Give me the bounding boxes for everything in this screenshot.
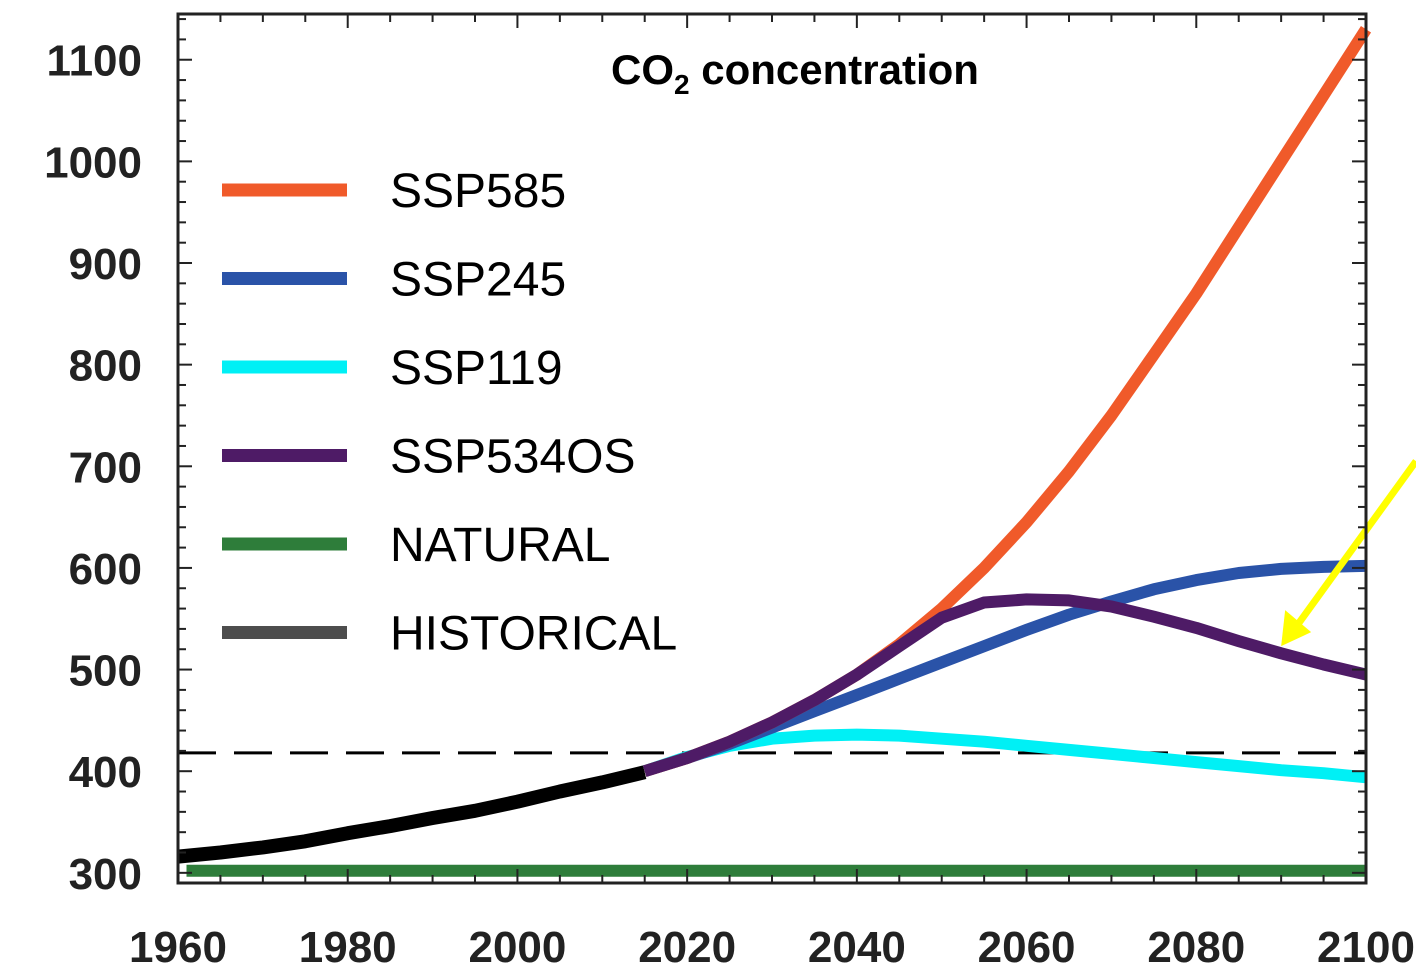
tick-mark-layer (177, 14, 1367, 883)
legend: SSP585 SSP245 SSP119 SSP534OS NATURAL HISTORI… (222, 165, 677, 661)
chart-title-subscript: 2 (674, 69, 690, 100)
y-tick-label: 400 (69, 748, 142, 797)
x-tick-label: 1980 (299, 923, 397, 970)
chart-title-main: CO (611, 46, 674, 93)
annotation-layer (1281, 459, 1416, 647)
y-tick-label: 900 (69, 240, 142, 289)
legend-label-ssp585: SSP585 (390, 165, 566, 218)
annotation-arrowhead (1281, 610, 1312, 647)
series-line-ssp534os (642, 593, 1368, 777)
x-tick-label: 2000 (468, 923, 566, 970)
x-tick-label: 2020 (638, 923, 736, 970)
series-layer (177, 25, 1372, 877)
chart-title: CO2 concentration (611, 46, 979, 100)
legend-label-ssp534os: SSP534OS (390, 431, 635, 484)
chart-title-suffix: concentration (690, 46, 979, 93)
legend-label-ssp119: SSP119 (390, 342, 563, 395)
y-tick-label: 300 (69, 850, 142, 899)
y-tick-label: 600 (69, 545, 142, 594)
y-tick-label: 700 (69, 443, 142, 492)
x-tick-labels: 1960 1980 2000 2020 2040 2060 2080 2100 (129, 923, 1415, 970)
y-tick-labels: 300 400 500 600 700 800 900 1000 1100 (44, 37, 142, 899)
series-line-ssp585 (642, 25, 1372, 777)
series-line-historical (177, 765, 647, 864)
x-tick-label: 2060 (978, 923, 1076, 970)
legend-label-natural: NATURAL (390, 519, 610, 572)
legend-label-ssp245: SSP245 (390, 254, 566, 307)
x-tick-label: 2100 (1317, 923, 1415, 970)
x-tick-label: 2040 (808, 923, 906, 970)
y-tick-label: 500 (69, 647, 142, 696)
y-tick-label: 1000 (44, 138, 142, 187)
series-line-ssp119 (642, 728, 1367, 784)
x-tick-label: 2080 (1147, 923, 1245, 970)
annotation-arrow-shaft (1292, 459, 1416, 631)
y-tick-label: 1100 (47, 37, 142, 86)
legend-label-historical: HISTORICAL (390, 608, 677, 661)
x-tick-label: 1960 (129, 923, 227, 970)
y-tick-label: 800 (69, 342, 142, 391)
